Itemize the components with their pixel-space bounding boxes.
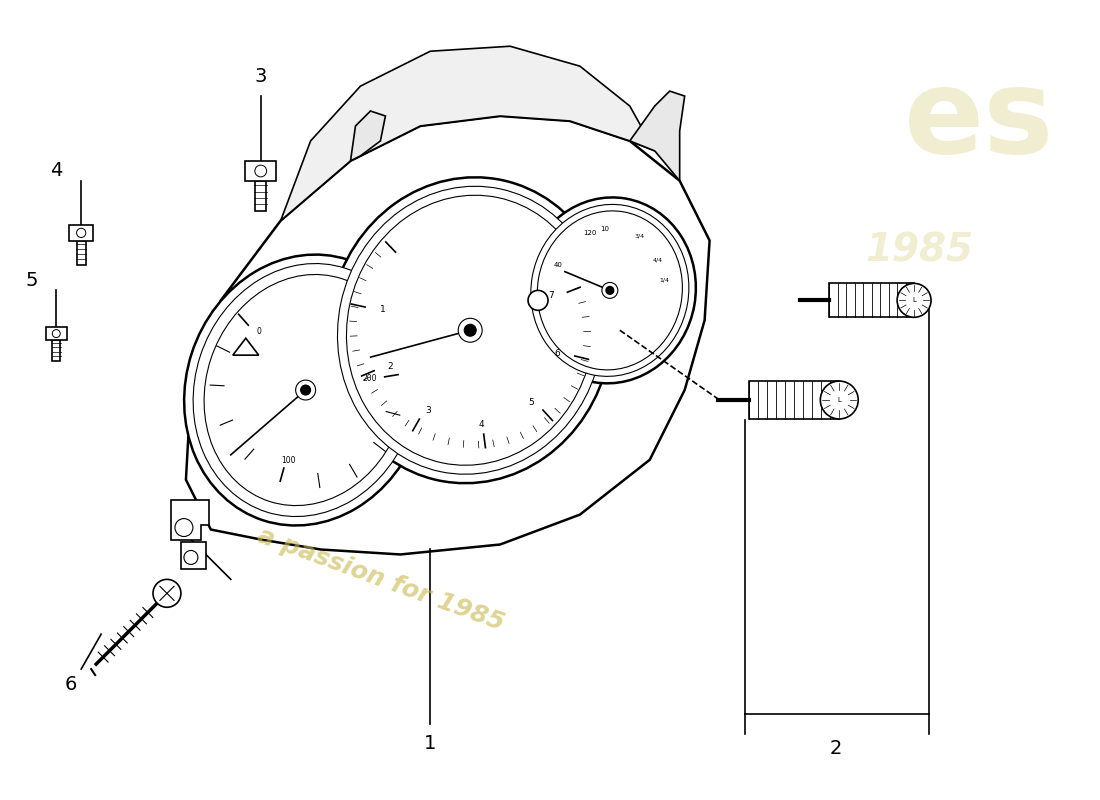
Text: 1: 1 [379, 305, 386, 314]
Ellipse shape [184, 254, 427, 526]
Circle shape [459, 318, 482, 342]
Polygon shape [186, 116, 710, 554]
Text: 200: 200 [362, 374, 376, 382]
Ellipse shape [524, 198, 696, 383]
Ellipse shape [205, 274, 407, 506]
Text: 5: 5 [528, 398, 534, 407]
Polygon shape [630, 91, 684, 181]
Text: es: es [904, 63, 1054, 178]
Text: L: L [837, 397, 842, 403]
Circle shape [184, 550, 198, 565]
Ellipse shape [346, 195, 594, 466]
Text: 6: 6 [554, 349, 560, 358]
Text: L: L [912, 298, 916, 303]
Text: 120: 120 [583, 230, 596, 235]
Text: 4: 4 [51, 162, 63, 180]
Circle shape [606, 286, 614, 294]
Circle shape [255, 165, 266, 177]
Text: 6: 6 [65, 674, 77, 694]
Text: 5: 5 [25, 271, 37, 290]
Ellipse shape [338, 186, 603, 474]
Circle shape [77, 228, 86, 238]
Text: 1985: 1985 [865, 231, 974, 270]
Polygon shape [280, 46, 654, 221]
Text: 40: 40 [553, 262, 562, 269]
Polygon shape [351, 111, 385, 161]
Bar [53, 340, 60, 361]
Circle shape [296, 380, 316, 400]
Polygon shape [829, 283, 914, 318]
Ellipse shape [329, 178, 612, 483]
Polygon shape [233, 338, 258, 355]
Circle shape [175, 518, 192, 537]
Text: 3: 3 [254, 66, 267, 86]
Circle shape [602, 282, 618, 298]
Ellipse shape [194, 263, 418, 517]
Circle shape [464, 324, 476, 336]
Text: 0: 0 [257, 327, 262, 336]
Bar [46, 327, 67, 340]
Polygon shape [180, 542, 206, 570]
Circle shape [528, 290, 548, 310]
Text: 1/4: 1/4 [660, 278, 670, 283]
Text: 3: 3 [425, 406, 431, 415]
Text: 4: 4 [478, 420, 484, 429]
Text: 10: 10 [601, 226, 609, 231]
Text: 4/4: 4/4 [652, 258, 663, 263]
Text: 7: 7 [548, 291, 554, 300]
Bar [77, 241, 86, 265]
Bar [69, 226, 94, 241]
Text: a passion for 1985: a passion for 1985 [254, 523, 507, 635]
Text: 2: 2 [830, 739, 843, 758]
Text: 100: 100 [280, 456, 295, 465]
Circle shape [898, 283, 931, 318]
Circle shape [300, 385, 310, 395]
Bar [255, 181, 266, 211]
Text: 1: 1 [425, 734, 437, 754]
Circle shape [53, 330, 60, 338]
Text: 2: 2 [387, 362, 393, 371]
Circle shape [153, 579, 180, 607]
Polygon shape [749, 381, 839, 419]
Bar [245, 162, 276, 181]
Ellipse shape [531, 204, 689, 376]
Circle shape [821, 381, 858, 419]
Polygon shape [170, 500, 209, 539]
Ellipse shape [537, 211, 682, 370]
Text: 3/4: 3/4 [635, 233, 645, 238]
